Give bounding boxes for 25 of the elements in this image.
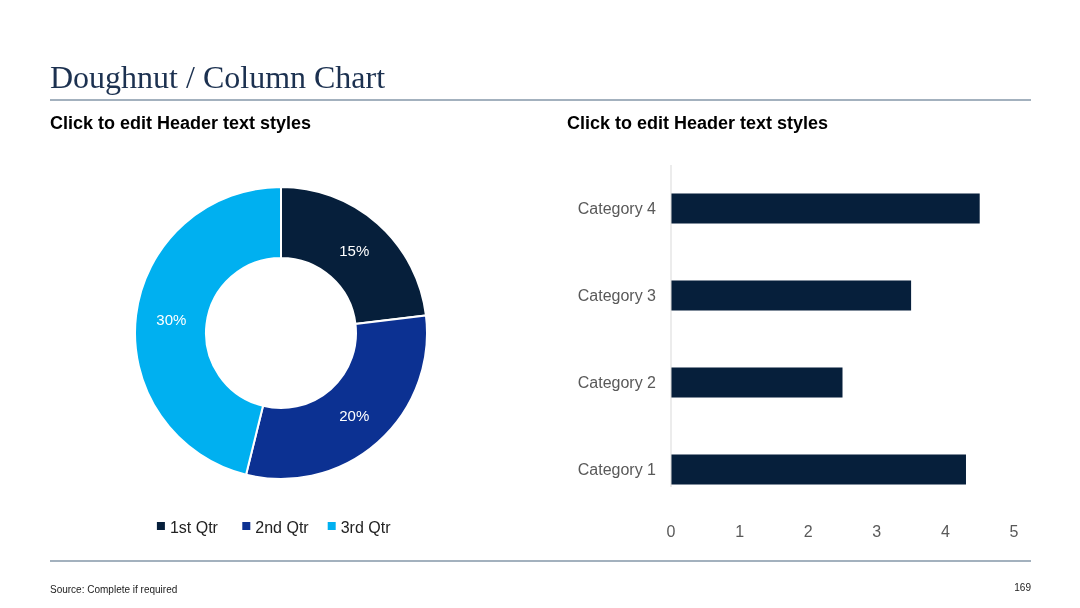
y-tick-label: Category 4 (577, 200, 657, 218)
source-note: Source: Complete if required (50, 584, 178, 595)
x-tick-label: 2 (803, 522, 813, 540)
legend-label: 1st Qtr (169, 518, 219, 536)
legend-label: 2nd Qtr (255, 518, 310, 536)
legend-label: 3rd Qtr (340, 518, 392, 536)
y-tick-label: Category 3 (577, 287, 657, 305)
data-label: 15% (339, 241, 370, 259)
x-tick-label: 0 (666, 522, 676, 540)
y-tick-label: Category 1 (577, 461, 657, 479)
x-tick-label: 5 (1009, 522, 1019, 540)
bar (671, 193, 980, 224)
text: 169 (1014, 582, 1032, 593)
y-tick-label: Category 2 (577, 374, 657, 392)
x-tick-label: 3 (872, 522, 882, 540)
x-tick-label: 1 (735, 522, 745, 540)
bar (671, 280, 912, 311)
data-label: 20% (339, 406, 370, 424)
x-tick-label: 4 (940, 522, 950, 540)
text: Doughnut / Column Chart (50, 59, 386, 95)
bar (671, 367, 843, 398)
bar (671, 454, 966, 485)
data-label: 30% (156, 310, 187, 328)
chart-title: Click to edit Header text styles (50, 113, 312, 133)
chart-title: Click to edit Header text styles (567, 113, 829, 133)
